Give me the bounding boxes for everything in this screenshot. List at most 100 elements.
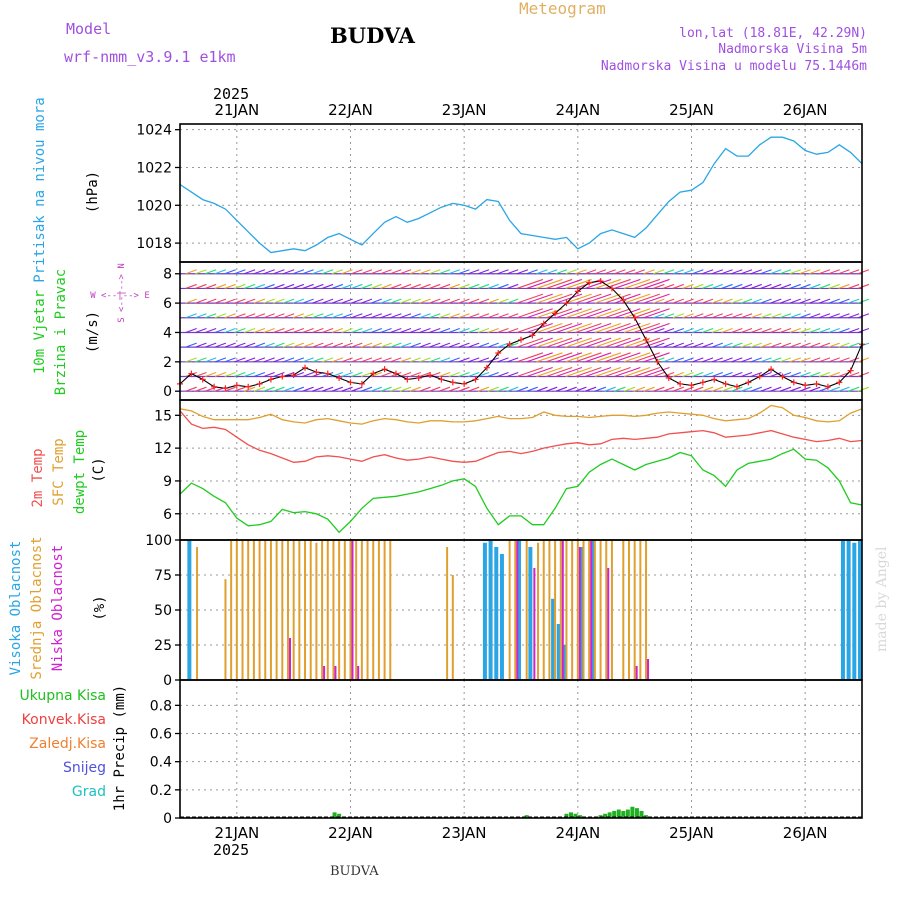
cloud-bar <box>366 540 369 680</box>
wind-barb <box>302 298 314 304</box>
wind-barb <box>653 269 665 275</box>
wind-barb <box>448 342 460 348</box>
wind-barb <box>438 371 451 378</box>
wind-barb <box>809 357 821 363</box>
wind-barb <box>429 357 441 363</box>
wind-barb <box>438 327 451 333</box>
model-name: wrf-nmm_v3.9.1 e1km <box>64 48 236 66</box>
wind-obs-marker <box>245 383 252 390</box>
wind-barb <box>770 386 782 392</box>
wind-barb <box>604 352 631 363</box>
wind-obs-marker <box>756 373 763 380</box>
wind-barb <box>507 313 519 319</box>
wind-barb <box>545 269 558 275</box>
wind-barb <box>214 371 227 378</box>
wind-barb <box>653 313 665 319</box>
cloud-bar <box>551 598 556 680</box>
wind-barb <box>448 386 460 392</box>
wind-ytick-label: 6 <box>163 296 172 312</box>
wind-obs-marker <box>381 366 388 373</box>
wind-barb <box>828 342 840 348</box>
wind-barb <box>341 327 353 333</box>
wind-barb <box>419 298 431 304</box>
wind-barb <box>809 342 821 348</box>
wind-barb <box>507 327 519 333</box>
day-label-bottom: 24JAN <box>555 824 600 842</box>
wind-barb <box>701 298 714 304</box>
wind-barb <box>234 269 246 275</box>
wind-barb <box>701 269 714 275</box>
cloud-bar <box>230 540 233 680</box>
wind-barb <box>331 386 344 392</box>
wind-obs-marker <box>586 279 593 286</box>
wind-barb <box>799 269 811 275</box>
wind-obs-marker <box>370 370 377 377</box>
wind-barb <box>234 298 246 304</box>
wind-barb <box>370 357 382 363</box>
wind-barb <box>224 357 236 363</box>
wind-barb <box>380 283 392 289</box>
wind-barb <box>390 327 402 333</box>
wind-barb <box>692 327 704 333</box>
wind-ylabel-sub: Brzina i Pravac <box>53 269 69 395</box>
precip-bar <box>621 810 626 818</box>
wind-barb <box>516 269 529 275</box>
wind-barb <box>662 327 675 333</box>
wind-barb <box>204 313 217 319</box>
wind-barb <box>721 298 733 304</box>
wind-barb <box>243 283 256 289</box>
wind-barb <box>312 298 324 304</box>
wind-barb <box>282 327 295 333</box>
wind-barb <box>604 366 631 378</box>
cloud-bar <box>528 547 533 680</box>
wind-barb <box>516 352 544 363</box>
wind-barb <box>672 269 685 275</box>
wind-obs-marker <box>768 366 775 373</box>
wind-barb <box>779 327 792 333</box>
wind-barb <box>458 298 470 304</box>
wind-barb <box>263 357 275 363</box>
wind-barb <box>750 298 762 304</box>
wind-barb <box>273 371 285 378</box>
wind-barb <box>584 269 597 275</box>
day-label-bottom: 22JAN <box>328 824 373 842</box>
wind-barb <box>331 269 344 275</box>
wind-barb <box>243 313 256 319</box>
temperature-ytick-label: 6 <box>163 507 172 523</box>
wind-barb <box>565 293 592 304</box>
wind-barb <box>711 298 723 304</box>
wind-barb <box>731 342 743 348</box>
wind-barb <box>214 342 227 348</box>
wind-barb <box>195 269 207 275</box>
wind-barb <box>740 283 753 289</box>
wind-barb <box>516 366 544 378</box>
wind-barb <box>243 327 256 333</box>
wind-barb <box>565 337 592 348</box>
wind-barb <box>672 371 685 378</box>
wind-barb <box>594 366 622 378</box>
wind-barb <box>770 298 782 304</box>
wind-barb <box>682 342 694 348</box>
wind-barb <box>828 371 840 378</box>
cloud-bar <box>517 540 521 680</box>
cloud-bar <box>377 540 380 680</box>
wind-barb <box>497 313 509 319</box>
cloud-bar <box>241 540 244 680</box>
wind-obs-marker <box>597 278 604 285</box>
wind-barb <box>770 269 782 275</box>
wind-barb <box>750 313 762 319</box>
wind-barb <box>604 269 616 275</box>
wind-obs-marker <box>722 380 729 387</box>
wind-barb <box>409 327 421 333</box>
wind-barb <box>497 298 509 304</box>
wind-barb <box>516 293 544 304</box>
wind-barb <box>536 352 563 363</box>
wind-barb <box>302 269 314 275</box>
wind-barb <box>321 313 334 319</box>
wind-barb <box>594 278 622 289</box>
wind-barb <box>282 313 295 319</box>
wind-barb <box>409 386 421 392</box>
wind-obs-marker <box>836 379 843 386</box>
wind-barb <box>633 308 661 319</box>
wind-barb <box>760 357 772 363</box>
